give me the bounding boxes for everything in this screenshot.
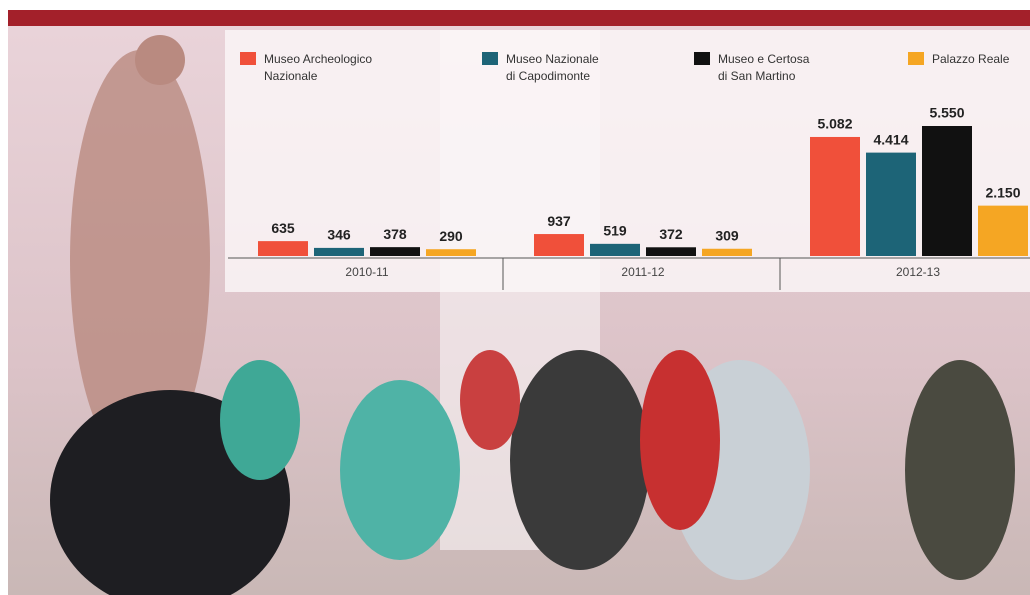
x-tick-label: 2012-13 bbox=[896, 265, 940, 279]
value-label: 309 bbox=[715, 227, 739, 243]
value-label: 378 bbox=[383, 226, 407, 242]
legend-swatch bbox=[240, 52, 256, 65]
value-label: 2.150 bbox=[985, 184, 1020, 200]
legend-label: Palazzo Reale bbox=[932, 52, 1010, 66]
bar bbox=[866, 153, 916, 256]
value-label: 635 bbox=[271, 220, 295, 236]
bar bbox=[370, 247, 420, 256]
value-label: 937 bbox=[547, 213, 571, 229]
value-label: 4.414 bbox=[873, 131, 908, 147]
bar bbox=[978, 206, 1028, 256]
bar bbox=[922, 126, 972, 256]
bar bbox=[702, 249, 752, 256]
value-label: 519 bbox=[603, 223, 627, 239]
x-tick-label: 2010-11 bbox=[345, 265, 388, 279]
chart: Museo ArcheologicoNazionaleMuseo Naziona… bbox=[0, 0, 1030, 595]
value-label: 346 bbox=[327, 227, 351, 243]
bar bbox=[590, 244, 640, 256]
bar bbox=[810, 137, 860, 256]
bar bbox=[646, 247, 696, 256]
bar bbox=[314, 248, 364, 256]
x-tick-label: 2011-12 bbox=[621, 265, 664, 279]
bar bbox=[258, 241, 308, 256]
value-label: 372 bbox=[659, 226, 683, 242]
legend-swatch bbox=[694, 52, 710, 65]
bar bbox=[426, 249, 476, 256]
value-label: 290 bbox=[439, 228, 463, 244]
legend-swatch bbox=[482, 52, 498, 65]
value-label: 5.550 bbox=[929, 105, 964, 121]
bar bbox=[534, 234, 584, 256]
value-label: 5.082 bbox=[817, 116, 852, 132]
legend-swatch bbox=[908, 52, 924, 65]
